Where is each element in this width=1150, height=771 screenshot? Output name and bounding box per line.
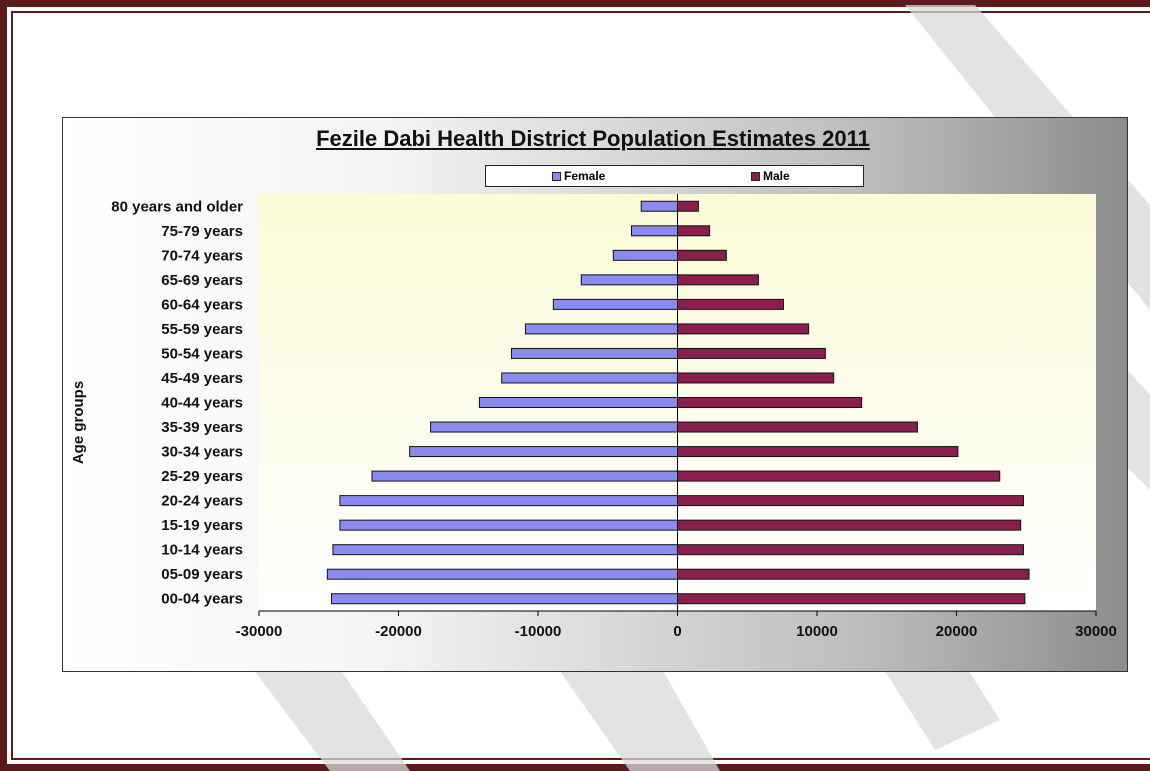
bar-male-4 bbox=[677, 298, 785, 310]
y-tick-label-5: 55-59 years bbox=[161, 321, 243, 338]
x-tick-label-0: -30000 bbox=[236, 623, 283, 640]
y-tick-label-4: 60-64 years bbox=[161, 296, 243, 313]
bar-male-10 bbox=[677, 446, 959, 458]
x-tick-label-3: 0 bbox=[673, 623, 681, 640]
y-tick-label-15: 05-09 years bbox=[161, 566, 243, 583]
bar-male-7 bbox=[677, 372, 835, 384]
bar-female-0 bbox=[640, 200, 678, 212]
bar-female-6 bbox=[510, 347, 678, 359]
bar-male-1 bbox=[677, 225, 711, 237]
bar-male-6 bbox=[677, 347, 826, 359]
x-tick-label-5: 20000 bbox=[936, 623, 978, 640]
y-tick-label-12: 20-24 years bbox=[161, 493, 243, 510]
bar-female-1 bbox=[630, 225, 679, 237]
y-tick-label-7: 45-49 years bbox=[161, 370, 243, 387]
bar-male-5 bbox=[677, 323, 810, 335]
y-axis-title: Age groups bbox=[70, 381, 87, 464]
bar-male-16 bbox=[677, 593, 1026, 605]
x-tick-label-2: -10000 bbox=[515, 623, 562, 640]
legend-item-female: Female bbox=[552, 169, 605, 183]
bar-female-2 bbox=[612, 249, 679, 261]
bar-female-10 bbox=[409, 446, 678, 458]
x-tick-label-6: 30000 bbox=[1075, 623, 1117, 640]
legend-label-male: Male bbox=[763, 169, 790, 183]
population-pyramid-chart: -30000 -20000 -10000 0 10000 20000 30000 80 yea… bbox=[70, 194, 1117, 640]
bar-male-3 bbox=[677, 274, 759, 286]
bar-male-15 bbox=[677, 568, 1030, 580]
bar-female-9 bbox=[430, 421, 678, 433]
bar-female-14 bbox=[332, 544, 678, 556]
bar-female-7 bbox=[501, 372, 679, 384]
bar-male-2 bbox=[677, 249, 727, 261]
bar-female-8 bbox=[478, 397, 678, 408]
bar-male-0 bbox=[677, 200, 699, 212]
y-tick-label-13: 15-19 years bbox=[161, 517, 243, 534]
bar-male-13 bbox=[677, 519, 1022, 531]
bar-male-11 bbox=[677, 470, 1001, 482]
bar-female-11 bbox=[371, 470, 678, 482]
y-tick-label-16: 00-04 years bbox=[161, 591, 243, 608]
page-frame-inner bbox=[11, 11, 1150, 760]
y-tick-label-6: 50-54 years bbox=[161, 345, 243, 362]
legend: Female Male bbox=[485, 165, 864, 187]
bar-female-5 bbox=[524, 323, 678, 335]
legend-label-female: Female bbox=[564, 169, 606, 183]
y-tick-label-1: 75-79 years bbox=[161, 223, 243, 240]
y-tick-label-10: 30-34 years bbox=[161, 444, 243, 461]
y-tick-label-11: 25-29 years bbox=[161, 468, 243, 485]
chart-panel: Fezile Dabi Health District Population E… bbox=[62, 117, 1128, 672]
y-tick-label-8: 40-44 years bbox=[161, 395, 243, 412]
legend-item-male: Male bbox=[751, 169, 790, 183]
bar-female-3 bbox=[580, 274, 678, 286]
bar-female-12 bbox=[339, 495, 678, 507]
bar-female-15 bbox=[326, 568, 678, 580]
y-tick-label-9: 35-39 years bbox=[161, 419, 243, 436]
bar-female-16 bbox=[331, 593, 678, 605]
bar-female-13 bbox=[339, 519, 678, 531]
bar-female-4 bbox=[552, 298, 678, 310]
bar-male-9 bbox=[677, 421, 918, 433]
y-tick-label-0: 80 years and older bbox=[111, 198, 243, 215]
chart-title: Fezile Dabi Health District Population E… bbox=[316, 126, 870, 151]
bar-male-14 bbox=[677, 544, 1024, 556]
bar-male-12 bbox=[677, 495, 1024, 507]
x-tick-label-4: 10000 bbox=[796, 623, 838, 640]
legend-swatch-female bbox=[552, 172, 561, 182]
x-tick-label-1: -20000 bbox=[375, 623, 422, 640]
y-tick-label-2: 70-74 years bbox=[161, 247, 243, 264]
bar-male-8 bbox=[677, 397, 863, 408]
y-tick-label-14: 10-14 years bbox=[161, 542, 243, 559]
legend-swatch-male bbox=[751, 172, 760, 182]
y-tick-label-3: 65-69 years bbox=[161, 272, 243, 289]
